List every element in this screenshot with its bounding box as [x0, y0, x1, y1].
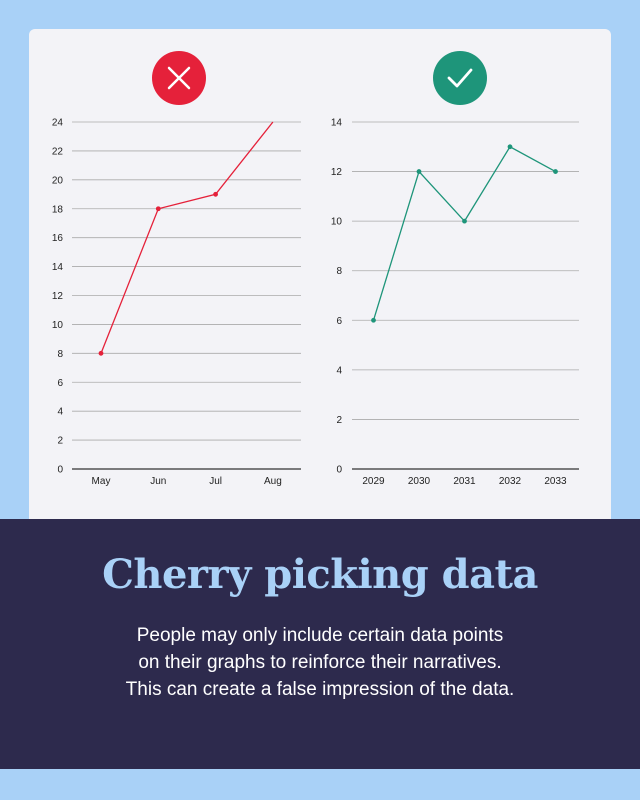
y-tick-label: 14: [52, 262, 64, 273]
explanation-line: This can create a false impression of th…: [125, 679, 515, 700]
checkmark-icon: [447, 68, 473, 88]
explanation-line: People may only include certain data poi…: [136, 625, 504, 646]
incorrect-badge: [152, 51, 206, 105]
y-tick-label: 14: [331, 118, 343, 129]
data-point: [213, 191, 219, 197]
y-tick-label: 12: [52, 291, 64, 302]
explanation-line: on their graphs to reinforce their narra…: [138, 652, 502, 673]
series-line: [100, 121, 274, 354]
y-tick-label: 18: [52, 204, 64, 215]
honest-line-chart: 0 2 4 6 8 10 12 14 2029 2030 2031 2032 2033: [331, 118, 579, 487]
y-tick-label: 6: [336, 316, 342, 327]
x-tick-label: 2029: [362, 476, 385, 487]
data-point: [553, 169, 558, 174]
y-tick-label: 8: [57, 349, 63, 360]
y-tick-label: 20: [52, 175, 64, 186]
y-tick-label: 10: [52, 320, 64, 331]
x-tick-label: 2030: [408, 476, 431, 487]
x-tick-label: 2031: [453, 476, 476, 487]
y-tick-label: 16: [52, 233, 64, 244]
y-tick-label: 6: [57, 378, 63, 389]
y-tick-label: 8: [336, 266, 342, 277]
data-point: [462, 218, 467, 224]
data-point: [507, 144, 513, 150]
x-tick-label: Aug: [264, 476, 282, 487]
data-point: [416, 169, 422, 174]
y-tick-label: 12: [331, 167, 343, 178]
x-tick-label: Jul: [209, 476, 222, 487]
y-tick-label: 4: [336, 365, 342, 376]
y-tick-label: 10: [331, 217, 343, 228]
x-tick-label: Jun: [150, 476, 166, 487]
y-tick-label: 0: [57, 465, 63, 476]
x-tick-label: 2032: [499, 476, 522, 487]
data-point: [371, 317, 376, 323]
y-tick-label: 24: [52, 118, 64, 129]
x-tick-label: 2033: [544, 476, 567, 487]
y-tick-label: 4: [57, 407, 63, 418]
explanation-text: People may only include certain data poi…: [40, 622, 600, 703]
series-line: [372, 145, 556, 321]
data-point: [155, 206, 161, 212]
y-tick-label: 0: [336, 465, 342, 476]
charts-card: [29, 29, 611, 529]
y-tick-label: 22: [52, 146, 64, 157]
data-point: [98, 350, 104, 356]
headline: Cherry picking data: [102, 551, 538, 598]
y-tick-label: 2: [336, 415, 342, 426]
correct-badge: [433, 51, 487, 105]
explanation-panel: [0, 519, 640, 769]
y-tick-label: 2: [57, 436, 63, 447]
x-tick-label: May: [92, 476, 111, 487]
x-icon: [167, 66, 191, 90]
